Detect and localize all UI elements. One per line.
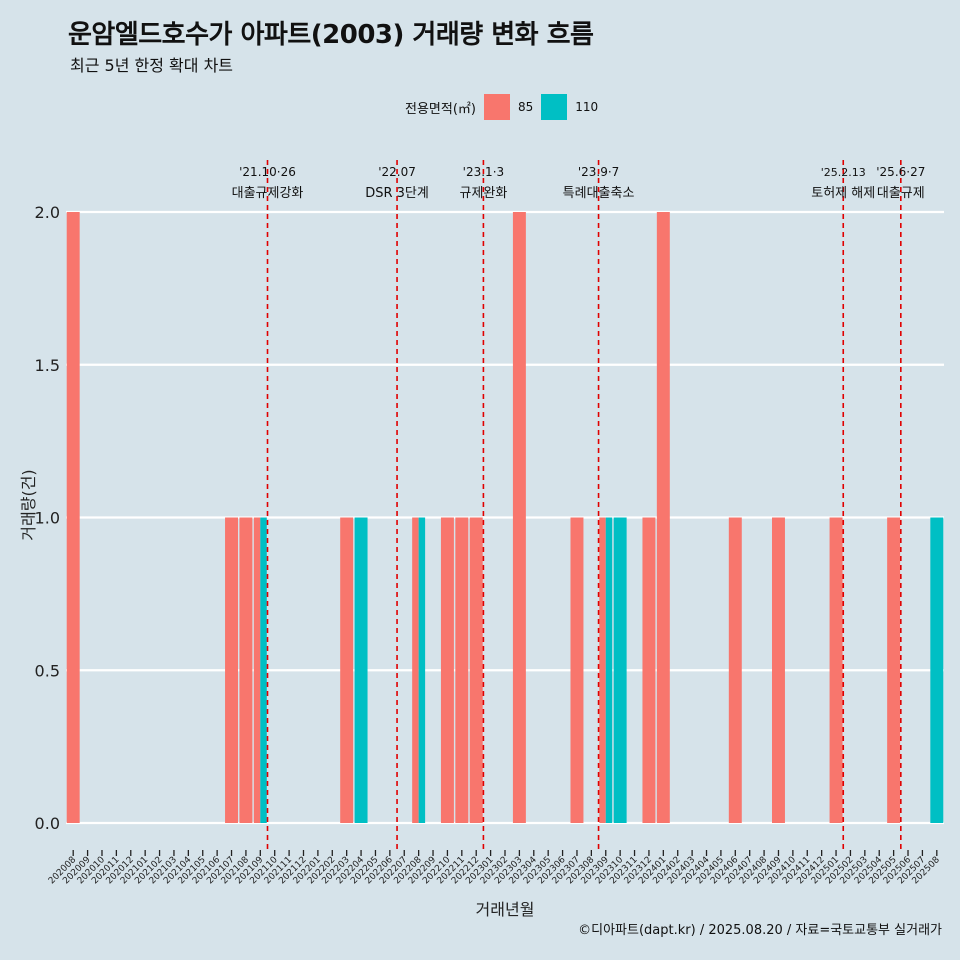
event-date: '23.1·3: [463, 165, 504, 179]
event-date: '25.2.13: [821, 166, 866, 179]
bar-110: [418, 517, 426, 823]
bar-85: [225, 517, 239, 823]
legend-title: 전용면적(㎡): [405, 101, 476, 117]
event-date: '23.9·7: [578, 165, 619, 179]
legend-swatch-110: [541, 94, 568, 120]
bar-110: [930, 517, 944, 823]
event-label: 대출규제: [877, 186, 925, 201]
event-label: 대출규제강화: [232, 186, 304, 201]
bar-85: [66, 212, 80, 823]
bar-110: [260, 517, 267, 823]
y-tick-label: 1.0: [35, 509, 60, 528]
legend-swatch-85: [483, 94, 510, 120]
event-date: '25.6·27: [876, 165, 925, 179]
event-label: 토허제 해제: [811, 186, 875, 201]
legend: 전용면적(㎡) 85 110: [405, 93, 606, 121]
bar-110: [605, 517, 613, 823]
bar-85: [642, 517, 656, 823]
event-label: 규제완화: [459, 186, 507, 201]
chart-subtitle: 최근 5년 한정 확대 차트: [70, 56, 234, 75]
event-label: 특례대출축소: [563, 186, 635, 201]
legend-label-85: 85: [517, 100, 534, 114]
bar-85: [599, 517, 606, 823]
bar-85: [728, 517, 742, 823]
event-date: '22.07: [378, 165, 416, 179]
bar-85: [469, 517, 483, 823]
bar-110: [613, 517, 627, 823]
bar-85: [340, 517, 354, 823]
x-axis-title: 거래년월: [476, 900, 535, 919]
bar-85: [656, 212, 670, 823]
y-tick-label: 0.0: [35, 814, 60, 833]
bar-85: [570, 517, 584, 823]
y-tick-label: 2.0: [35, 203, 60, 222]
event-date: '21.10·26: [239, 165, 296, 179]
bar-85: [455, 517, 469, 823]
y-axis-title: 거래량(건): [19, 469, 38, 540]
bar-85: [829, 517, 843, 823]
chart-title: 운암엘드호수가 아파트(2003) 거래량 변화 흐름: [68, 20, 594, 50]
bar-85: [239, 517, 253, 823]
bar-85: [771, 517, 785, 823]
y-tick-label: 0.5: [35, 661, 60, 680]
bar-85: [512, 212, 526, 823]
bar-85: [887, 517, 901, 823]
y-tick-label: 1.5: [35, 356, 60, 375]
bar-85: [412, 517, 419, 823]
bar-85: [253, 517, 261, 823]
bar-85: [440, 517, 454, 823]
bar-110: [354, 517, 368, 823]
event-label: DSR 3단계: [365, 186, 429, 201]
legend-label-110: 110: [575, 100, 599, 114]
source-caption: ©디아파트(dapt.kr) / 2025.08.20 / 자료=국토교통부 실…: [578, 923, 942, 938]
